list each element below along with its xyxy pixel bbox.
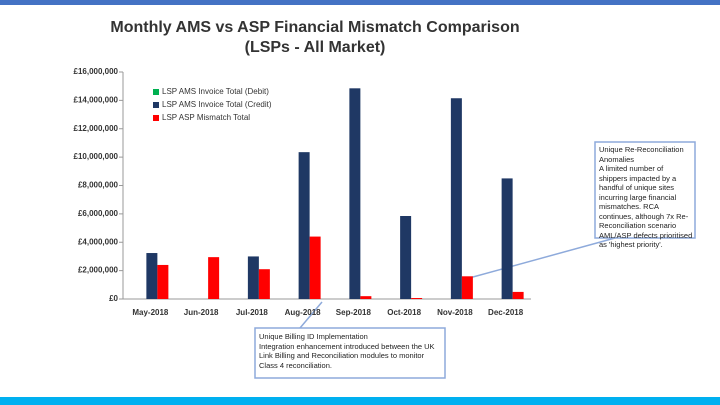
bar [157, 264, 169, 299]
annotation-title: Unique Re-Reconciliation Anomalies [599, 145, 684, 164]
annotation-text: A limited number of shippers impacted by… [599, 164, 693, 249]
bar [411, 298, 423, 299]
x-tick-label: Oct-2018 [387, 308, 421, 317]
annotation-text: Integration enhancement introduced betwe… [259, 341, 435, 370]
callout-box [594, 141, 696, 239]
chart-title: Monthly AMS vs ASP Financial Mismatch Co… [110, 19, 519, 36]
legend-label: LSP AMS Invoice Total (Credit) [162, 100, 272, 109]
top-bar [0, 0, 720, 5]
x-tick-label: Sep-2018 [336, 308, 372, 317]
legend-swatch [153, 89, 159, 95]
bar [298, 152, 310, 299]
bar [461, 276, 473, 299]
annotation: Unique Billing ID Implementation Integra… [259, 332, 443, 370]
x-tick-label: Dec-2018 [488, 308, 524, 317]
y-tick-label: £12,000,000 [74, 124, 119, 133]
y-tick-label: £10,000,000 [74, 152, 119, 161]
bar [512, 291, 524, 299]
x-tick-label: May-2018 [132, 308, 169, 317]
legend-label: LSP ASP Mismatch Total [162, 113, 250, 122]
bar [349, 88, 361, 299]
y-tick-label: £0 [109, 294, 118, 303]
y-tick-label: £8,000,000 [78, 181, 119, 190]
bar [360, 296, 372, 299]
bar [247, 256, 259, 299]
legend-label: LSP AMS Invoice Total (Debit) [162, 87, 269, 96]
bar [208, 257, 220, 299]
bar [501, 178, 513, 299]
bar [258, 269, 270, 299]
legend-swatch [153, 115, 159, 121]
bar [146, 253, 158, 299]
callout-pointer [461, 237, 616, 281]
callout-box [254, 327, 446, 379]
y-tick-label: £14,000,000 [74, 95, 119, 104]
y-tick-label: £6,000,000 [78, 209, 119, 218]
y-tick-label: £4,000,000 [78, 237, 119, 246]
bar [450, 98, 462, 299]
y-tick-label: £2,000,000 [78, 266, 119, 275]
y-tick-label: £16,000,000 [74, 67, 119, 76]
bar [309, 236, 321, 299]
x-tick-label: Nov-2018 [437, 308, 473, 317]
bottom-bar [0, 397, 720, 405]
x-tick-label: Aug-2018 [285, 308, 322, 317]
annotation-title: Unique Billing ID Implementation [259, 332, 368, 341]
x-tick-label: Jul-2018 [236, 308, 269, 317]
x-tick-label: Jun-2018 [184, 308, 219, 317]
chart-subtitle: (LSPs - All Market) [245, 39, 386, 56]
legend-swatch [153, 102, 159, 108]
annotation: Unique Re-Reconciliation Anomalies A lim… [599, 145, 693, 250]
bar [400, 216, 412, 299]
callout-pointer [299, 301, 323, 329]
